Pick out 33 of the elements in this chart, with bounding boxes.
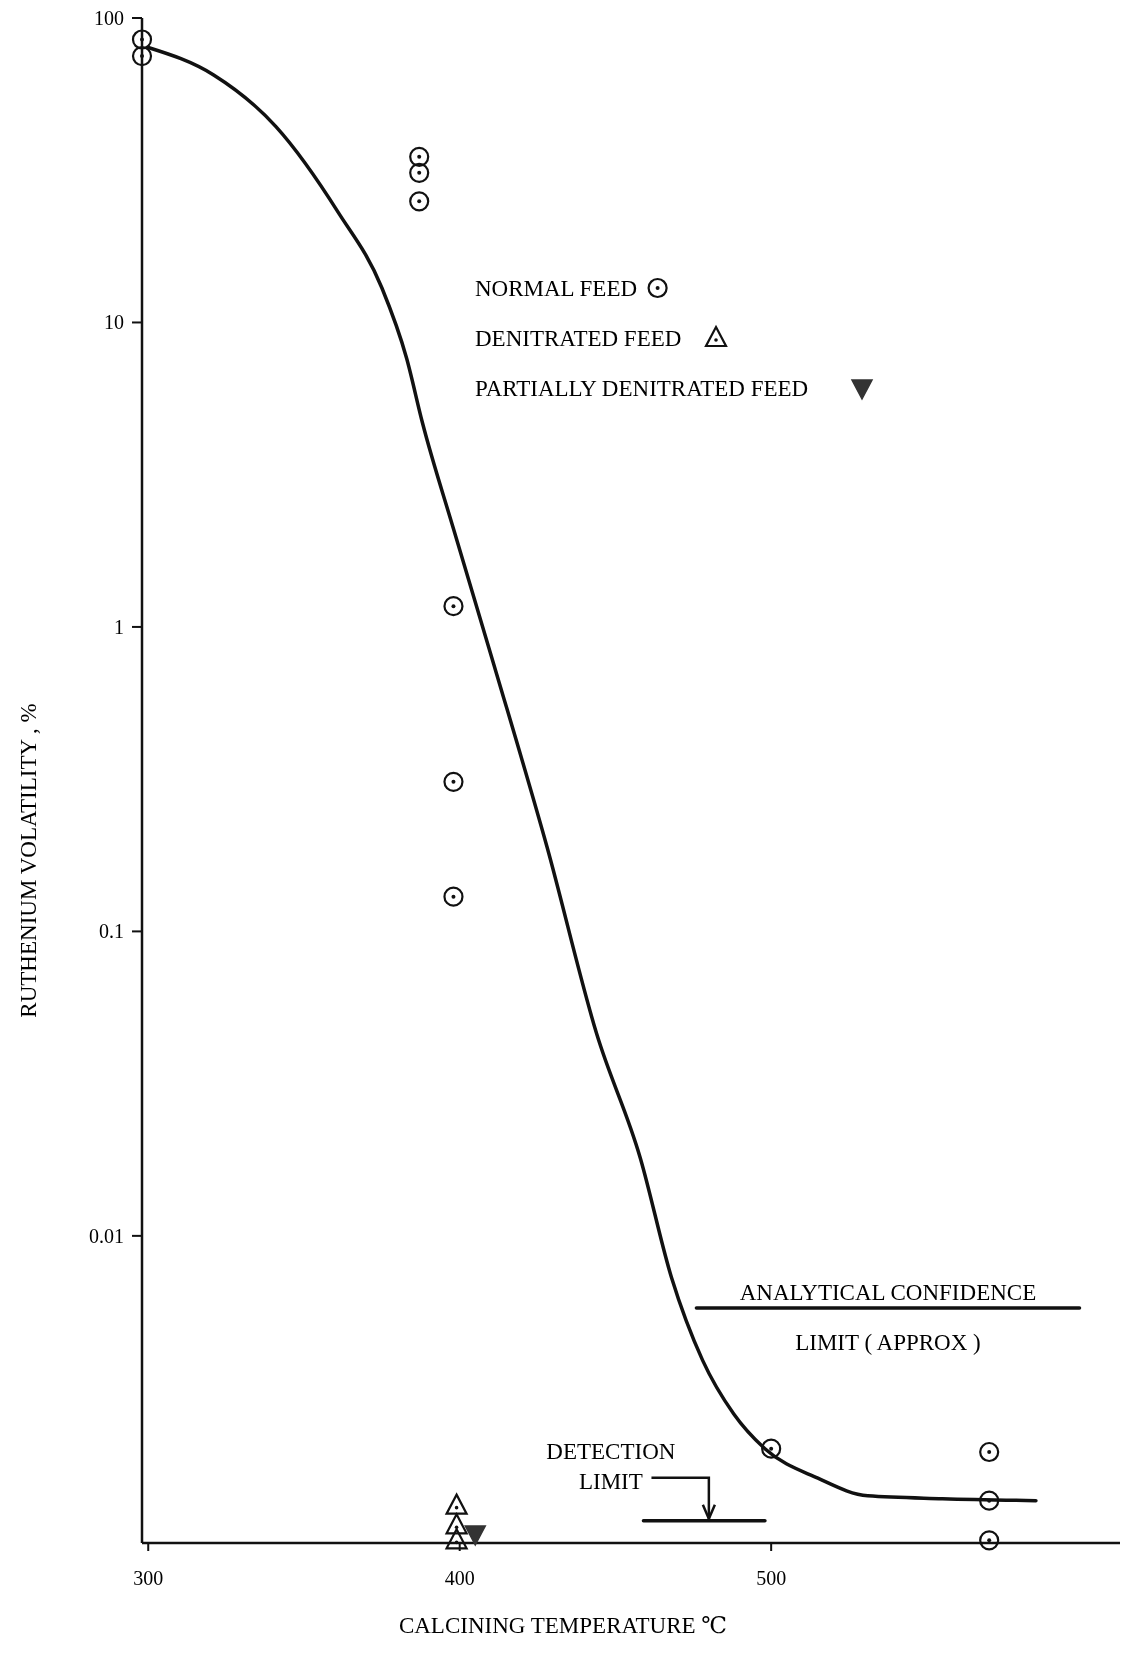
y-tick-label: 1 xyxy=(114,615,124,638)
point xyxy=(445,1493,468,1515)
x-tick-label: 400 xyxy=(444,1567,475,1589)
annotation: ANALYTICAL CONFIDENCE xyxy=(739,1279,1037,1305)
point xyxy=(409,191,430,212)
point xyxy=(409,162,430,183)
point xyxy=(131,45,153,67)
point xyxy=(445,1513,468,1535)
y-tick-label: 10 xyxy=(104,311,124,334)
y-tick-label: 0.1 xyxy=(99,920,124,943)
point xyxy=(979,1490,1000,1511)
point xyxy=(464,1525,487,1546)
x-axis-title: CALCINING TEMPERATURE ℃ xyxy=(398,1613,728,1638)
x-tick-label: 300 xyxy=(133,1567,164,1589)
point xyxy=(761,1438,782,1459)
point xyxy=(443,886,464,907)
x-tick-label: 500 xyxy=(756,1567,787,1589)
annotation: LIMIT ( APPROX ) xyxy=(795,1329,981,1355)
point xyxy=(443,771,464,792)
point xyxy=(445,1528,468,1550)
point xyxy=(443,596,464,617)
annotation: DETECTION xyxy=(546,1438,676,1464)
legend-label: NORMAL FEED xyxy=(475,276,638,302)
point xyxy=(131,29,153,50)
legend-label: DENITRATED FEED xyxy=(475,326,682,352)
point xyxy=(979,1530,1000,1551)
point xyxy=(409,146,430,167)
y-axis-title: RUTHENIUM VOLATILITY , % xyxy=(16,703,41,1018)
y-tick-label: 100 xyxy=(94,7,124,29)
y-tick-label: 0.01 xyxy=(89,1224,124,1247)
annotation: LIMIT xyxy=(578,1468,643,1494)
legend-label: PARTIALLY DENITRATED FEED xyxy=(475,376,809,402)
point xyxy=(979,1441,1000,1463)
